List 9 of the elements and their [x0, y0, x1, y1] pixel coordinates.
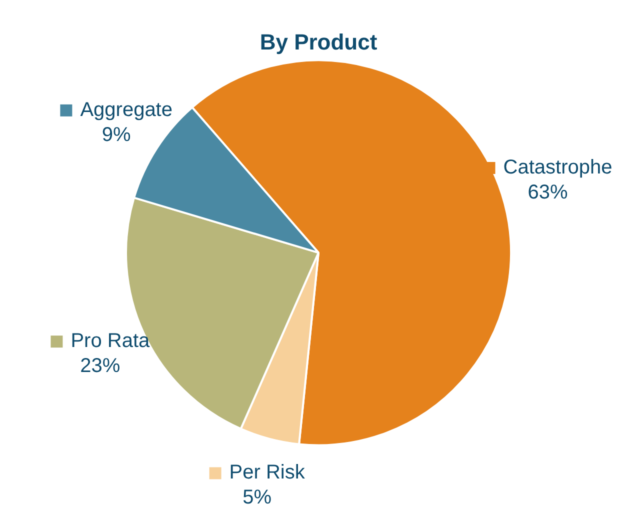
data-label: 9% [102, 124, 132, 146]
legend-label: Pro Rata [70, 330, 151, 352]
legend-label: Aggregate [80, 98, 172, 121]
data-label: 23% [80, 355, 120, 378]
data-label: 5% [242, 486, 272, 509]
data-label: 63% [528, 181, 568, 204]
legend-label: Catastrophe [503, 156, 612, 178]
chart-title: By Product [260, 29, 378, 54]
legend-label: Per Risk [229, 462, 306, 484]
